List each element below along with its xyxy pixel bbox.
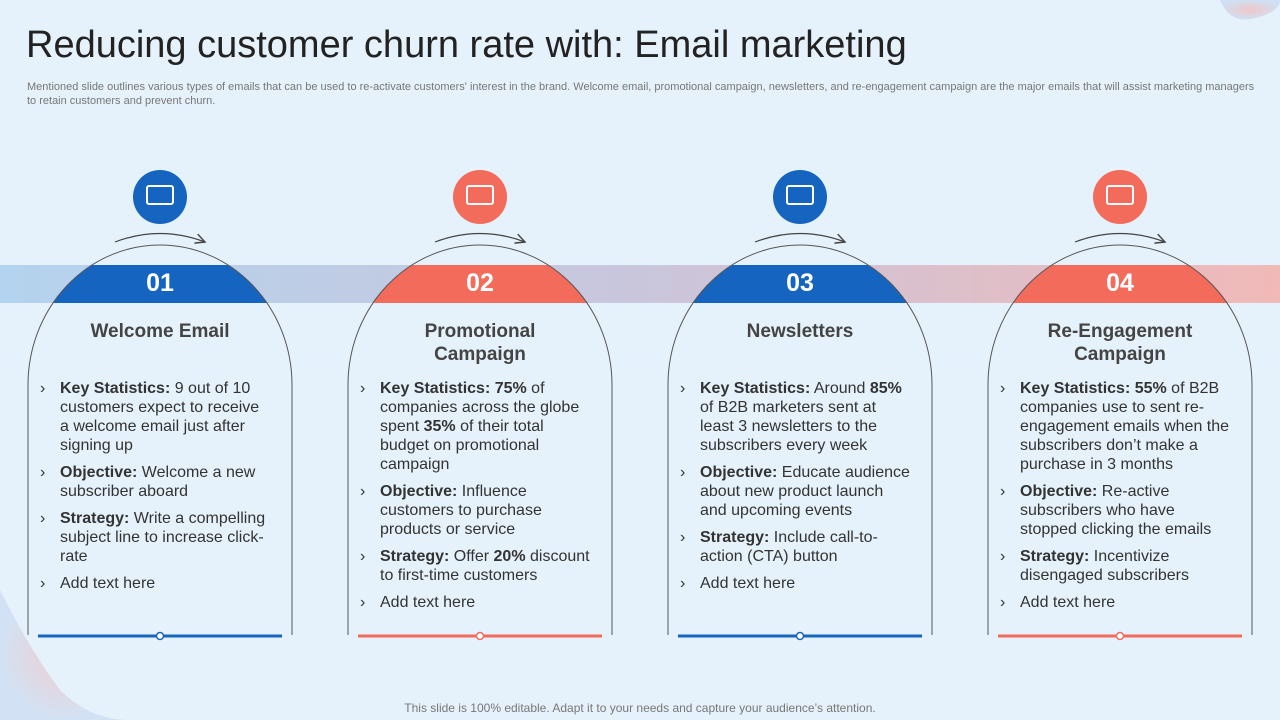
bullet-text: Welcome a new subscriber aboard (60, 464, 256, 500)
bullet: Key Statistics: 9 out of 10 customers ex… (40, 379, 270, 455)
bullet-text: 20% (493, 548, 526, 565)
card-number: 04 (1106, 269, 1134, 297)
bullet: Strategy: Offer 20% discount to first-ti… (360, 547, 590, 585)
bullet-text: Key Statistics: (700, 380, 811, 397)
card-outline (27, 244, 293, 635)
card-title: Newsletters (746, 321, 854, 342)
bullet: Add text here (360, 593, 590, 612)
icon (773, 170, 827, 224)
card-title: Re-Engagement Campaign (1047, 321, 1193, 365)
bullet-text: Add text here (1020, 594, 1116, 611)
bullet: Key Statistics: Around 85% of B2B market… (680, 379, 910, 455)
subtitle: Mentioned slide outlines various types o… (27, 81, 1255, 107)
arrow-arc (114, 232, 205, 243)
bullet-text: Around (810, 380, 870, 397)
bottom-dot (475, 631, 485, 641)
card-title: Promotional Campaign (424, 321, 536, 365)
bullet-list: Key Statistics: 55% of B2B companies use… (1000, 379, 1230, 620)
bullet-text: 85% (869, 380, 902, 397)
card-outline (667, 244, 933, 635)
card-number: 01 (146, 269, 174, 297)
bullet: Objective: Educate audience about new pr… (680, 463, 910, 520)
bullet: Objective: Influence customers to purcha… (360, 482, 590, 539)
footer: This slide is 100% editable. Adapt it to… (404, 701, 876, 715)
bullet-text: Offer (449, 548, 494, 565)
bullet-text: of companies across the globe spent (380, 380, 580, 435)
bullet: Key Statistics: 75% of companies across … (360, 379, 590, 474)
bullet-text: Add text here (700, 575, 796, 592)
bullet: Strategy: Include call-to-action (CTA) b… (680, 528, 910, 566)
bullet-text: Write a compelling subject line to incre… (60, 510, 266, 565)
card-outline (987, 244, 1253, 635)
bullet-text: Add text here (60, 575, 156, 592)
bullet-text: of their total budget on promotional cam… (380, 418, 544, 473)
bullet: Objective: Welcome a new subscriber aboa… (40, 463, 270, 501)
icon (453, 170, 507, 224)
card-number: 03 (786, 269, 814, 297)
card-outline (347, 244, 613, 635)
card-number: 02 (466, 269, 494, 297)
arrow-arc (434, 232, 525, 243)
bullet-text: Incentivize disengaged subscribers (1020, 548, 1189, 584)
bullet-list: Key Statistics: 75% of companies across … (360, 379, 590, 620)
icon-glyph (1106, 185, 1134, 205)
bullet-text: Strategy: (60, 510, 130, 527)
bullet-text: Objective: (1020, 483, 1098, 500)
card-title: Welcome Email (90, 321, 230, 342)
bullet-text: 35% (423, 418, 456, 435)
bullet: Key Statistics: 55% of B2B companies use… (1000, 379, 1230, 474)
bullet-text: Key Statistics: 75% (380, 380, 527, 397)
bullet-text: Key Statistics: 55% (1020, 380, 1167, 397)
bottom-dot (155, 631, 165, 641)
title: Reducing customer churn rate with: Email… (26, 24, 907, 66)
bullet-text: Educate audience about new product launc… (700, 464, 910, 519)
bullet-text: Objective: (380, 483, 458, 500)
icon-glyph (146, 185, 174, 205)
bullet: Add text here (680, 574, 910, 593)
bullet-text: Strategy: (700, 529, 770, 546)
arrow-arc (754, 232, 845, 243)
bullet-text: of B2B companies use to sent re-engageme… (1020, 380, 1230, 473)
bullet-text: Re-active subscribers who have stopped c… (1020, 483, 1212, 538)
bullet: Strategy: Write a compelling subject lin… (40, 509, 270, 566)
bullet-text: Objective: (700, 464, 778, 481)
bullet-text: 9 out of 10 customers expect to receive … (60, 380, 260, 454)
icon-glyph (786, 185, 814, 205)
bottom-dot (795, 631, 805, 641)
bullet-text: Key Statistics: (60, 380, 171, 397)
bottom-dot (1115, 631, 1125, 641)
arrow-arc (1074, 232, 1165, 243)
bullet-text: Influence customers to purchase products… (380, 483, 542, 538)
bullet: Strategy: Incentivize disengaged subscri… (1000, 547, 1230, 585)
bullet-text: discount to first-time customers (380, 548, 590, 584)
bullet: Add text here (40, 574, 270, 593)
bullet-text: Objective: (60, 464, 138, 481)
icon (1093, 170, 1147, 224)
bullet-list: Key Statistics: Around 85% of B2B market… (680, 379, 910, 601)
bullet-text: of B2B marketers sent at least 3 newslet… (700, 399, 877, 454)
bullet: Add text here (1000, 593, 1230, 612)
bullet-text: Include call-to-action (CTA) button (700, 529, 878, 565)
icon-glyph (466, 185, 494, 205)
bullet-text: Strategy: (380, 548, 450, 565)
bullet: Objective: Re-active subscribers who hav… (1000, 482, 1230, 539)
bullet-list: Key Statistics: 9 out of 10 customers ex… (40, 379, 270, 601)
bullet-text: Add text here (380, 594, 476, 611)
bullet-text: Strategy: (1020, 548, 1090, 565)
icon (133, 170, 187, 224)
